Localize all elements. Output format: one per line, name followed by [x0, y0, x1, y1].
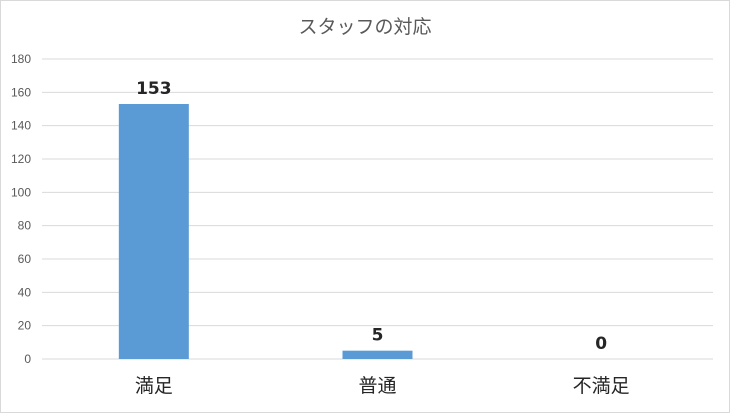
- y-tick-label: 120: [11, 152, 31, 166]
- y-tick-label: 0: [24, 352, 31, 366]
- y-tick-label: 60: [18, 252, 32, 266]
- y-axis: 0 20 40 60 80 100 120 140 160 180: [11, 52, 31, 366]
- bar-0: [118, 104, 189, 359]
- data-labels: 153 5 0: [136, 79, 607, 354]
- category-label: 不満足: [573, 375, 630, 397]
- data-label: 5: [372, 326, 384, 346]
- category-label: 普通: [358, 375, 396, 397]
- chart-title: スタッフの対応: [298, 16, 431, 38]
- data-label: 153: [136, 79, 172, 99]
- data-label: 0: [595, 334, 607, 354]
- category-label: 満足: [135, 375, 173, 397]
- y-tick-label: 40: [18, 285, 32, 299]
- y-tick-label: 80: [18, 219, 32, 233]
- bars: [118, 104, 413, 359]
- y-tick-label: 20: [18, 319, 32, 333]
- y-tick-label: 160: [11, 85, 31, 99]
- y-tick-label: 100: [11, 185, 31, 199]
- y-tick-label: 140: [11, 119, 31, 133]
- bar-1: [342, 350, 413, 359]
- y-tick-label: 180: [11, 52, 31, 66]
- x-axis: 満足 普通 不満足: [135, 375, 630, 397]
